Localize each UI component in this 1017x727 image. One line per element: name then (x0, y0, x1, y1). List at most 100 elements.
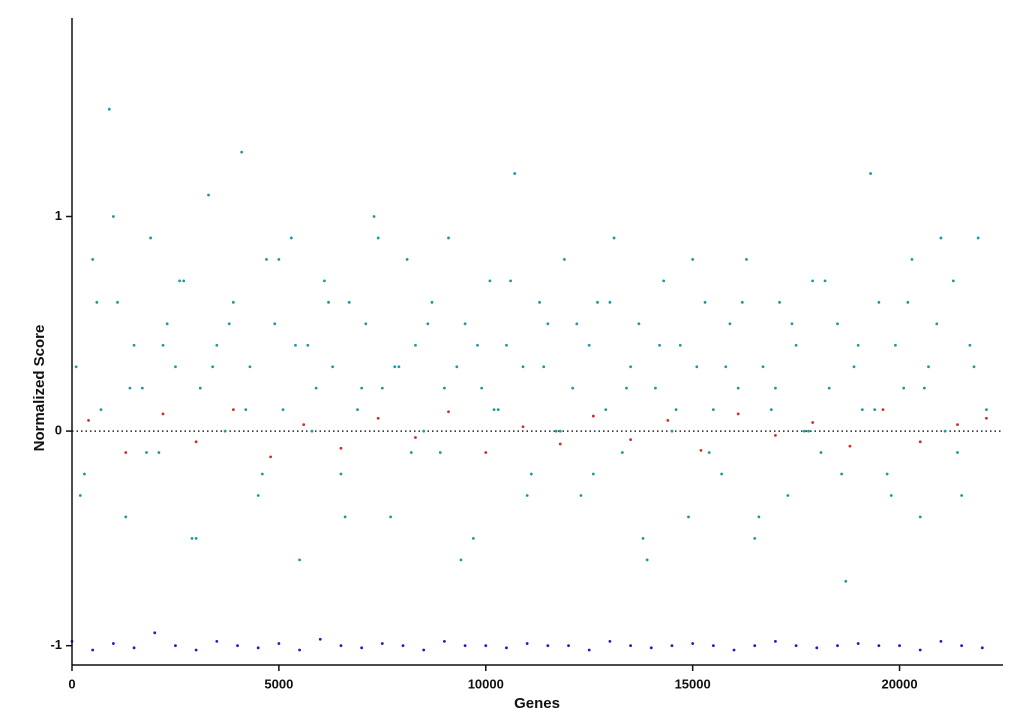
point (985, 408, 988, 412)
point (567, 644, 570, 648)
point (116, 300, 119, 304)
point (298, 558, 301, 562)
point (703, 300, 707, 304)
point (790, 322, 794, 326)
point (641, 536, 645, 540)
point (629, 438, 632, 442)
point (91, 648, 95, 652)
point (720, 472, 724, 476)
point (976, 236, 980, 240)
point (339, 446, 343, 450)
point (409, 451, 413, 454)
point (654, 386, 657, 390)
point (95, 300, 99, 304)
point (546, 322, 550, 326)
point (649, 646, 653, 650)
point (740, 300, 744, 304)
point (476, 343, 479, 347)
point (83, 472, 86, 476)
point (732, 648, 736, 652)
point (918, 440, 922, 444)
point (323, 279, 326, 283)
point (786, 494, 790, 497)
point (277, 642, 281, 645)
point (840, 472, 844, 476)
point (447, 236, 450, 240)
point (248, 365, 252, 369)
point (579, 494, 583, 497)
point (711, 408, 715, 412)
point (376, 236, 380, 240)
point (294, 343, 297, 347)
point (376, 416, 380, 420)
point (554, 429, 558, 433)
point (815, 646, 819, 650)
point (956, 423, 959, 427)
point (443, 639, 446, 643)
point (484, 644, 488, 648)
x-tick-label: 15000 (675, 676, 711, 691)
point (802, 429, 806, 433)
point (107, 107, 111, 111)
point (327, 300, 330, 304)
point (761, 365, 765, 369)
point (956, 451, 959, 454)
point (571, 386, 575, 390)
point (153, 631, 157, 635)
point (488, 279, 492, 283)
point (525, 494, 529, 497)
point (438, 451, 442, 454)
point (811, 279, 815, 283)
point (591, 472, 595, 476)
point (178, 279, 181, 283)
point (939, 236, 943, 240)
point (513, 172, 517, 175)
point (471, 536, 475, 540)
point (347, 300, 351, 304)
point (459, 558, 463, 562)
point (898, 644, 901, 648)
point (877, 300, 881, 304)
point (985, 416, 988, 420)
point (393, 365, 397, 369)
point (302, 423, 306, 427)
x-axis-title: Genes (514, 695, 560, 712)
point (521, 425, 525, 429)
point (380, 386, 384, 390)
y-axis-title: Normalized Score (31, 325, 48, 452)
point (666, 418, 670, 422)
point (194, 648, 198, 652)
x-tick-label: 0 (68, 676, 75, 691)
point (405, 258, 409, 261)
point (856, 343, 860, 347)
point (463, 322, 467, 326)
point (314, 386, 318, 390)
point (736, 412, 740, 416)
point (356, 408, 359, 412)
point (918, 515, 922, 519)
point (736, 386, 740, 390)
point (207, 193, 210, 197)
point (211, 365, 215, 369)
point (165, 322, 169, 326)
point (724, 365, 728, 369)
point (662, 279, 666, 283)
point (310, 429, 314, 433)
point (807, 429, 810, 433)
x-tick-label: 10000 (468, 676, 504, 691)
point (794, 343, 798, 347)
point (856, 642, 860, 645)
point (397, 365, 401, 369)
point (140, 386, 144, 390)
point (480, 386, 484, 390)
point (587, 648, 591, 652)
point (711, 644, 715, 648)
point (161, 412, 165, 416)
point (194, 440, 198, 444)
point (707, 451, 711, 454)
point (728, 322, 732, 326)
point (902, 386, 906, 390)
point (674, 408, 678, 412)
point (389, 515, 393, 519)
